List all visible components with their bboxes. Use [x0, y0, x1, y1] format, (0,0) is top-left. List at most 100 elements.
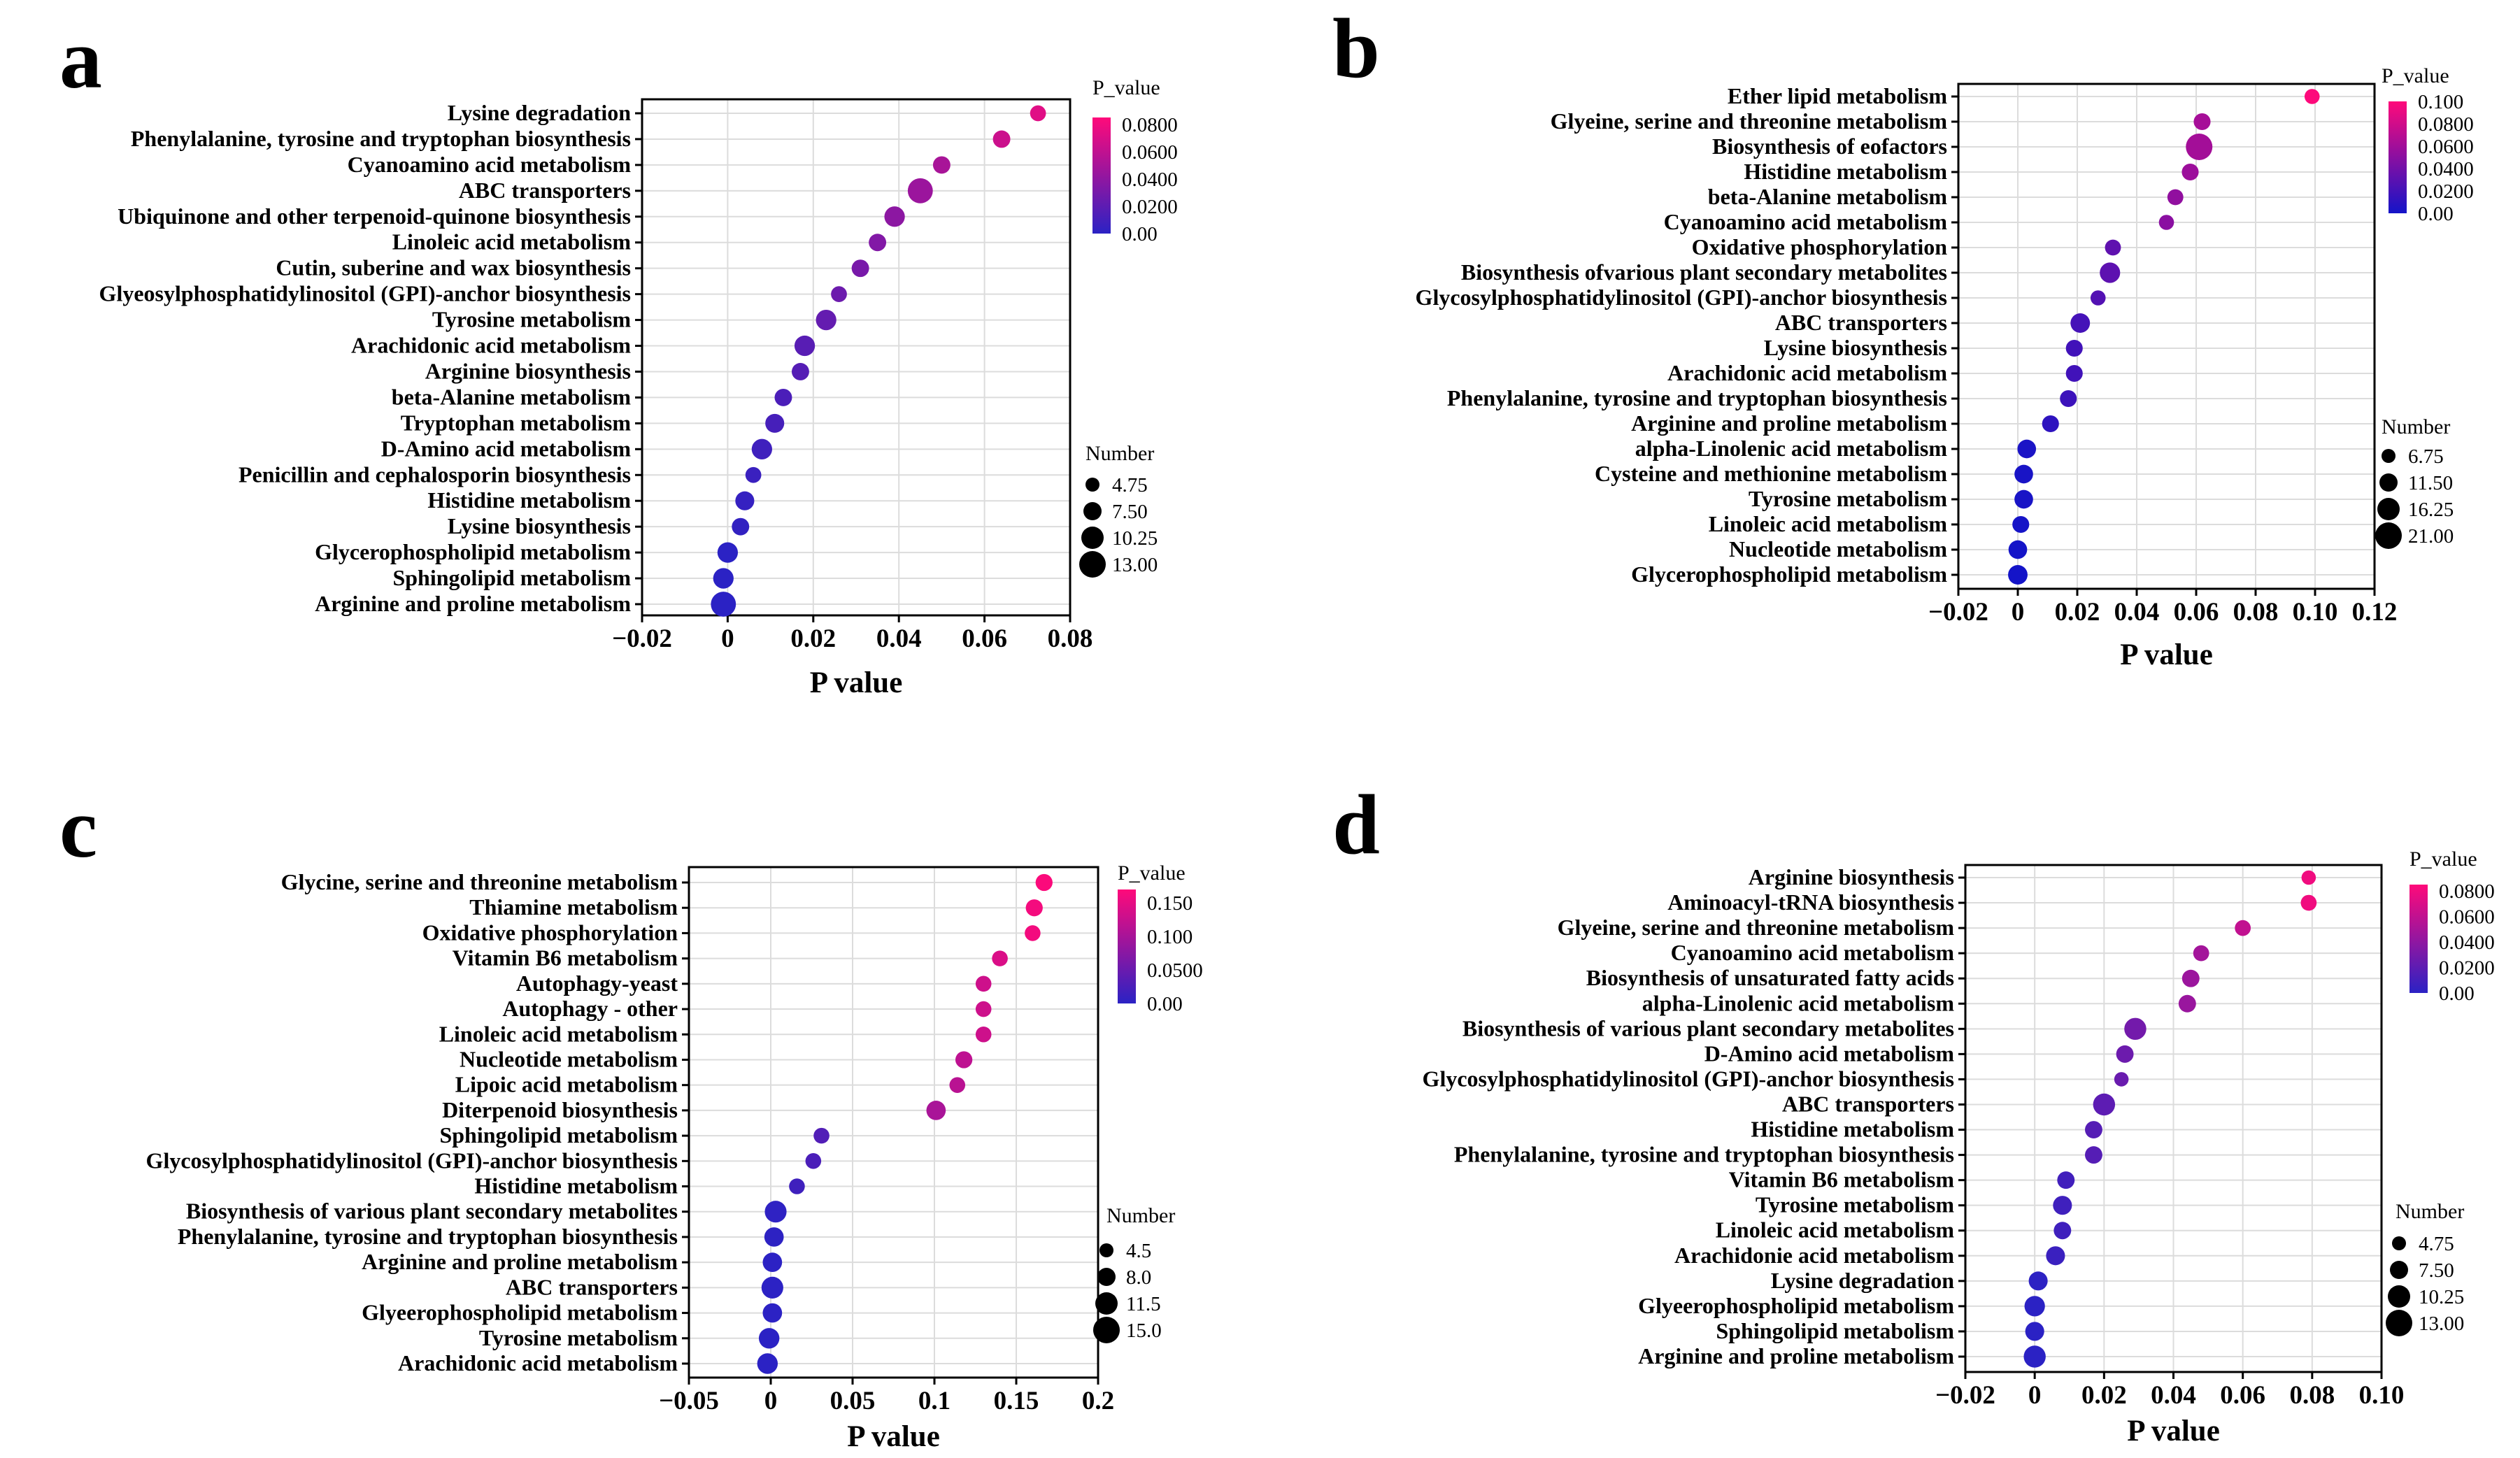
size-legend-label: 7.50	[2419, 1259, 2454, 1282]
size-legend-title: Number	[2382, 415, 2450, 438]
data-point	[717, 542, 739, 563]
size-legend-label: 10.25	[1112, 527, 1158, 550]
y-tick-label: Autophagy - other	[502, 996, 678, 1021]
data-point	[2017, 439, 2037, 459]
x-tick-label: 0	[764, 1387, 778, 1415]
y-tick-label: Glyeerophospholipid metabolism	[362, 1300, 678, 1325]
panel-b: b −0.02 0 0.02 0.04 0.06 0.08 0.10 0.12 P value Et…	[1332, 1, 2474, 671]
data-point	[2085, 1146, 2102, 1164]
size-legend-dot	[2388, 1285, 2410, 1308]
y-tick-label: Cyanoamino acid metabolism	[348, 152, 632, 177]
y-tick-label: Arachidonic acid metabolism	[398, 1350, 678, 1375]
panel-letter: d	[1332, 778, 1380, 872]
size-legend-label: 7.50	[1112, 501, 1148, 523]
y-tick-label: Linoleic acid metabolism	[392, 229, 632, 255]
data-point	[831, 286, 847, 302]
color-legend-title: P_value	[2382, 64, 2449, 87]
data-point	[907, 178, 933, 203]
color-legend-bar	[2409, 885, 2428, 993]
size-legend-label: 11.50	[2408, 472, 2453, 494]
size-legend-dot	[1081, 527, 1104, 549]
size-legend-label: 6.75	[2408, 445, 2444, 468]
color-legend-label: 0.100	[2418, 91, 2463, 113]
size-legend-title: Number	[1106, 1204, 1175, 1227]
x-tick-label: 0	[721, 624, 734, 653]
y-tick-label: Glycosylphosphatidylinositol (GPI)-ancho…	[1416, 285, 1947, 310]
y-tick-label: Diterpenoid biosynthesis	[442, 1097, 678, 1122]
y-tick-label: Cyanoamino acid metabolism	[1671, 940, 1955, 965]
color-legend-title: P_value	[1092, 76, 1160, 99]
grid	[1958, 84, 2375, 589]
y-tick-label: Glycerophospholipid metabolism	[315, 539, 631, 564]
data-point	[2124, 1017, 2147, 1041]
data-point	[758, 1328, 780, 1349]
data-point	[2057, 1171, 2075, 1189]
data-point	[2300, 894, 2317, 911]
y-tick-label: Biosynthesis of various plant secondary …	[1462, 1015, 1954, 1041]
x-tick-label: 0	[2028, 1381, 2042, 1410]
data-point	[2024, 1296, 2045, 1317]
panel-d: d −0.02 0 0.02 0.04 0.06 0.08 0.10 P value Argini…	[1332, 778, 2495, 1448]
color-legend-label: 0.0500	[1147, 959, 1203, 982]
size-legend-dot	[1083, 502, 1102, 520]
data-point	[765, 413, 785, 433]
data-point	[2193, 113, 2211, 131]
x-tick-label: 0.08	[2233, 598, 2279, 627]
size-legend-label: 4.5	[1126, 1240, 1151, 1262]
x-tick-label: 0.04	[2114, 598, 2160, 627]
y-tick-label: Biosynthesis ofvarious plant secondary m…	[1461, 259, 1947, 285]
data-point	[884, 206, 905, 227]
y-tick-label: Phenylalanine, tyrosine and tryptophan b…	[131, 126, 631, 151]
color-legend-label: 0.0800	[2439, 880, 2495, 903]
color-legend-label: 0.00	[1147, 993, 1183, 1015]
data-point	[932, 156, 951, 174]
size-legend-dot	[2386, 1310, 2412, 1336]
data-point	[2008, 565, 2028, 585]
color-legend-title: P_value	[1118, 862, 1186, 885]
size-legend-label: 16.25	[2408, 499, 2454, 521]
y-tick-label: Nucleotide metabolism	[460, 1046, 678, 1071]
y-tick-label: Histidine metabolism	[427, 487, 631, 513]
panel-a: a −0.02 0 0.02 0.04 0.06 0.08 P value Lysine deg…	[59, 12, 1178, 699]
data-point	[2181, 163, 2199, 181]
data-point	[757, 1353, 778, 1374]
size-legend-label: 10.25	[2419, 1286, 2464, 1308]
data-point	[2008, 540, 2028, 559]
size-legend-label: 21.00	[2408, 525, 2454, 548]
data-point	[762, 1252, 783, 1273]
data-point	[2167, 189, 2184, 206]
panel-letter: b	[1332, 1, 1380, 96]
y-tick-label: Sphingolipid metabolism	[392, 565, 631, 590]
size-legend-label: 13.00	[1112, 554, 1158, 576]
data-point	[713, 568, 734, 589]
color-legend-label: 0.0200	[1122, 196, 1178, 218]
data-point	[955, 1051, 973, 1069]
size-legend-title: Number	[1085, 442, 1154, 465]
size-legend-dot	[1093, 1317, 1120, 1343]
data-point	[2053, 1222, 2072, 1240]
color-legend-title: P_value	[2409, 848, 2477, 871]
y-tick-label: Lipoic acid metabolism	[455, 1072, 678, 1097]
data-point	[813, 1127, 830, 1144]
y-tick-label: Linoleic acid metabolism	[1709, 511, 1948, 536]
x-tick-label: 0.2	[1082, 1387, 1114, 1415]
x-tick-label: 0.1	[918, 1387, 951, 1415]
y-tick-label: Histidine metabolism	[1751, 1117, 1954, 1142]
grid	[688, 867, 1099, 1378]
color-legend-label: 0.0400	[2418, 158, 2474, 180]
y-tick-label: Glycosylphosphatidylinositol (GPI)-ancho…	[146, 1148, 678, 1173]
size-legend-dot	[2392, 1236, 2406, 1250]
data-point	[926, 1101, 946, 1120]
y-tick-label: Glycerophospholipid metabolism	[1631, 562, 1947, 587]
data-point	[791, 363, 809, 380]
y-tick-label: Arginine and proline metabolism	[315, 591, 631, 616]
data-point	[1025, 899, 1043, 917]
y-tick-label: Nucleotide metabolism	[1729, 536, 1947, 562]
data-point	[975, 975, 992, 992]
data-point	[711, 592, 736, 617]
color-legend-label: 0.0600	[1122, 141, 1178, 164]
data-point	[2053, 1196, 2072, 1215]
color-legend-label: 0.150	[1147, 892, 1193, 915]
y-tick-label: D-Amino acid metabolism	[381, 436, 632, 461]
x-axis-label: P value	[810, 666, 903, 699]
